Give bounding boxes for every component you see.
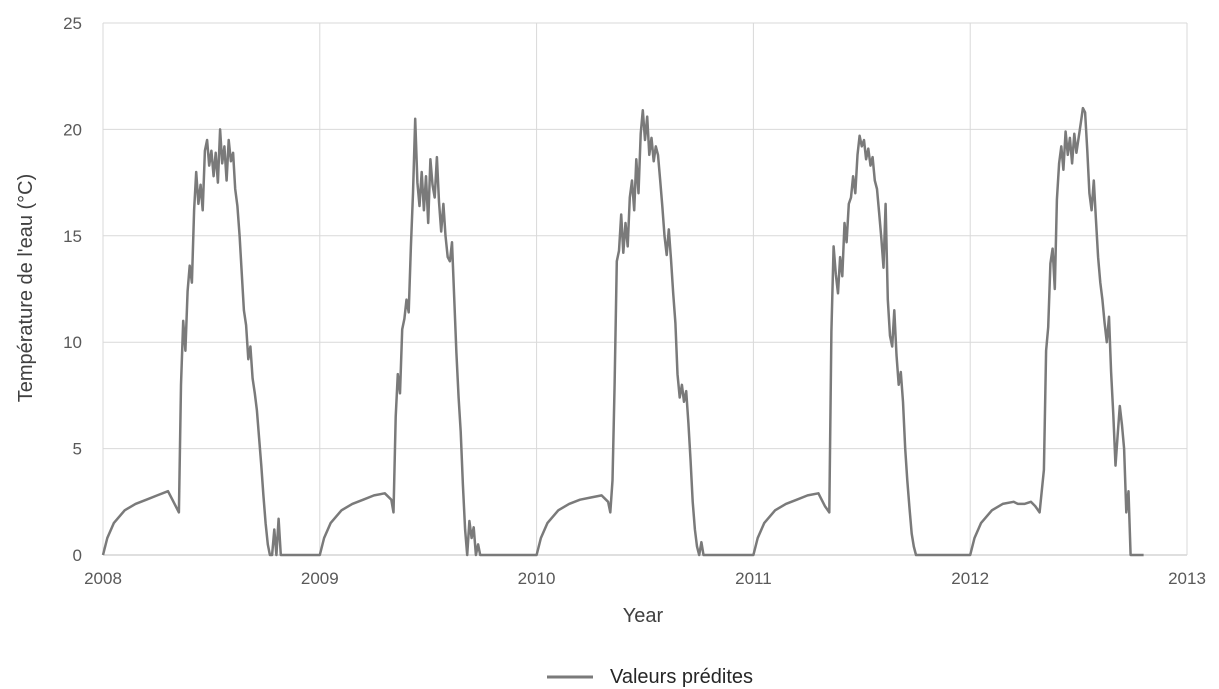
x-axis-title: Year [623,605,664,627]
series-layer [101,106,1144,557]
x-tick-label: 2011 [735,569,772,588]
tick-labels: 0 5 10 15 20 25 2008 2009 2010 2011 2012 2013 [63,14,1206,588]
y-tick-label: 10 [63,333,82,352]
x-tick-label: 2010 [518,569,556,588]
x-tick-label: 2008 [84,569,122,588]
y-tick-label: 20 [63,120,82,139]
x-tick-label: 2009 [301,569,339,588]
y-tick-label: 15 [63,227,82,246]
x-tick-label: 2013 [1168,569,1206,588]
gridlines [102,22,1188,556]
y-axis-title: Température de l'eau (°C) [15,174,37,403]
y-tick-label: 5 [73,440,82,459]
legend-label: Valeurs prédites [610,666,753,688]
series-line-valeurs-predites [101,106,1144,557]
x-tick-label: 2012 [951,569,989,588]
legend: Valeurs prédites [547,666,753,688]
y-tick-label: 25 [63,14,82,33]
y-tick-label: 0 [73,546,82,565]
